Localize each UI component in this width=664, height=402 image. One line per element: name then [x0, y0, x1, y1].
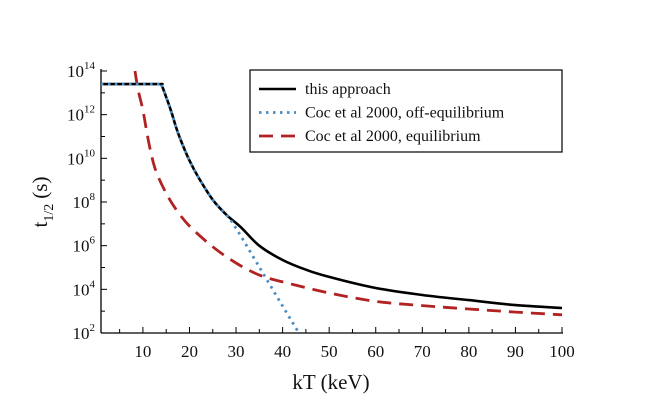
x-tick-label: 50	[321, 342, 338, 361]
x-tick-label: 100	[549, 342, 575, 361]
x-tick-label: 30	[228, 342, 245, 361]
x-axis-title: kT (keV)	[292, 370, 369, 394]
y-axis-title-main: t	[28, 221, 52, 227]
y-axis-title-unit: (s)	[28, 177, 52, 199]
x-tick-label: 60	[367, 342, 384, 361]
y-tick-label: 1010	[67, 147, 96, 168]
legend-label-2: Coc et al 2000, off-equilibrium	[305, 105, 505, 122]
x-tick-label: 10	[134, 342, 151, 361]
y-tick-label: 106	[73, 235, 96, 256]
x-tick-label: 20	[181, 342, 198, 361]
legend: this approach Coc et al 2000, off-equilib…	[249, 69, 563, 153]
y-axis-title-sub: 1/2	[42, 204, 57, 222]
x-tick-label: 80	[460, 342, 477, 361]
y-axis-title: t1/2 (s)	[28, 177, 57, 228]
legend-box	[249, 69, 563, 153]
x-tick-label: 70	[414, 342, 431, 361]
y-tick-label: 102	[73, 322, 96, 343]
x-tick-label: 40	[274, 342, 291, 361]
y-tick-label: 1014	[67, 60, 96, 81]
series-group	[100, 70, 563, 334]
legend-label-1: this approach	[305, 81, 391, 98]
axes: 10 20 30 40 50 60 70 80 90 100 1014 1012 1010 108 106 1…	[67, 60, 575, 361]
svg-text:t1/2(s): t1/2 (s)	[28, 177, 57, 228]
x-tick-label: 90	[507, 342, 524, 361]
legend-label-3: Coc et al 2000, equilibrium	[305, 128, 481, 145]
series-line-3	[133, 70, 563, 317]
y-tick-label: 108	[73, 191, 96, 212]
y-tick-label: 104	[73, 278, 96, 299]
y-tick-label: 1012	[67, 104, 95, 125]
